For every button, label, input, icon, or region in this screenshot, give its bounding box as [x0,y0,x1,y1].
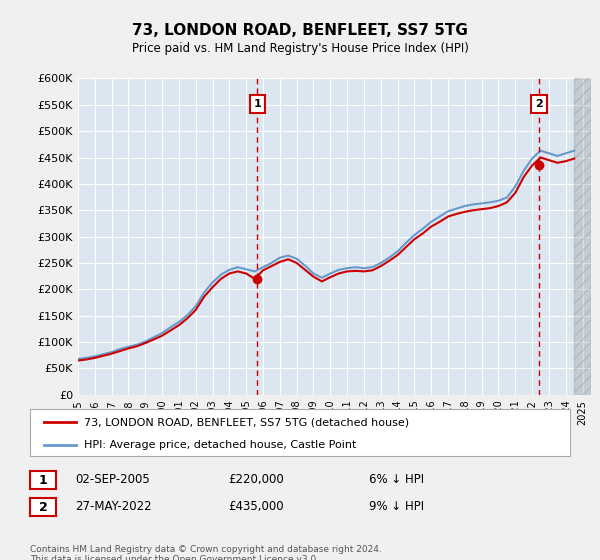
Text: 1: 1 [254,99,262,109]
Text: £220,000: £220,000 [228,473,284,487]
Text: 2: 2 [39,501,47,514]
Text: HPI: Average price, detached house, Castle Point: HPI: Average price, detached house, Cast… [84,440,356,450]
Text: 1: 1 [39,474,47,487]
Text: 02-SEP-2005: 02-SEP-2005 [75,473,150,487]
Text: £435,000: £435,000 [228,500,284,514]
Text: Price paid vs. HM Land Registry's House Price Index (HPI): Price paid vs. HM Land Registry's House … [131,42,469,55]
Text: 73, LONDON ROAD, BENFLEET, SS7 5TG (detached house): 73, LONDON ROAD, BENFLEET, SS7 5TG (deta… [84,417,409,427]
Text: 27-MAY-2022: 27-MAY-2022 [75,500,152,514]
Text: 73, LONDON ROAD, BENFLEET, SS7 5TG: 73, LONDON ROAD, BENFLEET, SS7 5TG [132,24,468,38]
Text: 6% ↓ HPI: 6% ↓ HPI [369,473,424,487]
Text: 2: 2 [535,99,543,109]
Text: Contains HM Land Registry data © Crown copyright and database right 2024.
This d: Contains HM Land Registry data © Crown c… [30,545,382,560]
Text: 9% ↓ HPI: 9% ↓ HPI [369,500,424,514]
Bar [574,78,591,395]
